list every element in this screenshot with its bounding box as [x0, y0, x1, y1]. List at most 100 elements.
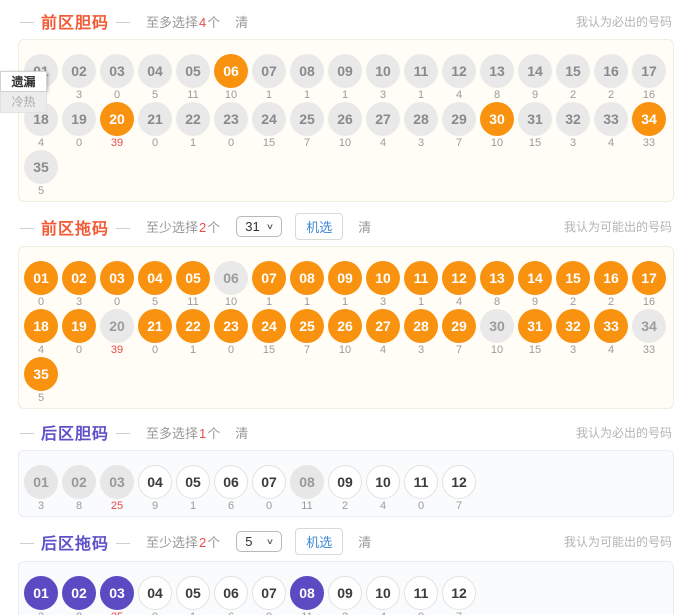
lottery-ball[interactable]: 34 33	[630, 102, 668, 149]
lottery-ball[interactable]: 02 8	[60, 465, 98, 512]
lottery-ball[interactable]: 29 7	[440, 102, 478, 149]
clear-button[interactable]: 清	[358, 220, 372, 235]
lottery-ball[interactable]: 03 0	[98, 261, 136, 308]
lottery-ball[interactable]: 20 39	[98, 102, 136, 149]
lottery-ball[interactable]: 33 4	[592, 102, 630, 149]
lottery-ball[interactable]: 27 4	[364, 309, 402, 356]
lottery-ball[interactable]: 01 3	[22, 576, 60, 615]
lottery-ball[interactable]: 05 1	[174, 576, 212, 615]
lottery-ball[interactable]: 02 3	[60, 54, 98, 101]
lottery-ball[interactable]: 22 1	[174, 309, 212, 356]
lottery-ball[interactable]: 14 9	[516, 261, 554, 308]
lottery-ball[interactable]: 09 2	[326, 465, 364, 512]
lottery-ball[interactable]: 32 3	[554, 309, 592, 356]
lottery-ball[interactable]: 02 8	[60, 576, 98, 615]
lottery-ball[interactable]: 02 3	[60, 261, 98, 308]
lottery-ball[interactable]: 19 0	[60, 309, 98, 356]
lottery-ball[interactable]: 22 1	[174, 102, 212, 149]
lottery-ball[interactable]: 24 15	[250, 309, 288, 356]
lottery-ball[interactable]: 30 10	[478, 102, 516, 149]
lottery-ball[interactable]: 34 33	[630, 309, 668, 356]
lottery-ball[interactable]: 05 1	[174, 465, 212, 512]
lottery-ball[interactable]: 10 3	[364, 261, 402, 308]
lottery-ball[interactable]: 07 0	[250, 465, 288, 512]
lottery-ball[interactable]: 04 5	[136, 261, 174, 308]
lottery-ball[interactable]: 28 3	[402, 102, 440, 149]
lottery-ball[interactable]: 03 25	[98, 465, 136, 512]
lottery-ball[interactable]: 35 5	[22, 357, 60, 404]
lottery-ball[interactable]: 16 2	[592, 261, 630, 308]
lottery-ball[interactable]: 17 16	[630, 261, 668, 308]
count-dropdown[interactable]: 5 ∨	[236, 531, 283, 552]
lottery-ball[interactable]: 33 4	[592, 309, 630, 356]
lottery-ball[interactable]: 28 3	[402, 309, 440, 356]
random-pick-button[interactable]: 机选	[295, 213, 344, 240]
lottery-ball[interactable]: 13 8	[478, 261, 516, 308]
clear-button[interactable]: 清	[235, 14, 249, 30]
lottery-ball[interactable]: 06 6	[212, 465, 250, 512]
lottery-ball[interactable]: 21 0	[136, 309, 174, 356]
lottery-ball[interactable]: 12 4	[440, 54, 478, 101]
lottery-ball[interactable]: 31 15	[516, 102, 554, 149]
lottery-ball[interactable]: 27 4	[364, 102, 402, 149]
lottery-ball[interactable]: 25 7	[288, 309, 326, 356]
lottery-ball[interactable]: 07 1	[250, 261, 288, 308]
lottery-ball[interactable]: 06 6	[212, 576, 250, 615]
lottery-ball[interactable]: 21 0	[136, 102, 174, 149]
lottery-ball[interactable]: 23 0	[212, 309, 250, 356]
lottery-ball[interactable]: 10 4	[364, 576, 402, 615]
lottery-ball[interactable]: 20 39	[98, 309, 136, 356]
lottery-ball[interactable]: 01 0	[22, 261, 60, 308]
lottery-ball[interactable]: 04 5	[136, 54, 174, 101]
lottery-ball[interactable]: 08 1	[288, 261, 326, 308]
lottery-ball[interactable]: 26 10	[326, 309, 364, 356]
lottery-ball[interactable]: 13 8	[478, 54, 516, 101]
lottery-ball[interactable]: 30 10	[478, 309, 516, 356]
lottery-ball[interactable]: 35 5	[22, 150, 60, 197]
lottery-ball[interactable]: 08 11	[288, 465, 326, 512]
lottery-ball[interactable]: 12 4	[440, 261, 478, 308]
lottery-ball[interactable]: 11 0	[402, 465, 440, 512]
lottery-ball[interactable]: 15 2	[554, 54, 592, 101]
lottery-ball[interactable]: 11 1	[402, 54, 440, 101]
lottery-ball[interactable]: 15 2	[554, 261, 592, 308]
lottery-ball[interactable]: 04 9	[136, 576, 174, 615]
lottery-ball[interactable]: 08 1	[288, 54, 326, 101]
random-pick-button[interactable]: 机选	[295, 528, 344, 555]
clear-button[interactable]: 清	[235, 425, 249, 441]
lottery-ball[interactable]: 31 15	[516, 309, 554, 356]
lottery-ball[interactable]: 07 0	[250, 576, 288, 615]
lottery-ball[interactable]: 06 10	[212, 261, 250, 308]
lottery-ball[interactable]: 09 1	[326, 261, 364, 308]
lottery-ball[interactable]: 12 7	[440, 576, 478, 615]
lottery-ball[interactable]: 23 0	[212, 102, 250, 149]
lottery-ball[interactable]: 06 10	[212, 54, 250, 101]
lottery-ball[interactable]: 25 7	[288, 102, 326, 149]
lottery-ball[interactable]: 09 2	[326, 576, 364, 615]
lottery-ball[interactable]: 10 4	[364, 465, 402, 512]
lottery-ball[interactable]: 10 3	[364, 54, 402, 101]
view-mode-tab[interactable]: 遗漏	[0, 71, 47, 92]
lottery-ball[interactable]: 32 3	[554, 102, 592, 149]
lottery-ball[interactable]: 29 7	[440, 309, 478, 356]
lottery-ball[interactable]: 24 15	[250, 102, 288, 149]
lottery-ball[interactable]: 05 11	[174, 54, 212, 101]
count-dropdown[interactable]: 31 ∨	[236, 216, 283, 237]
lottery-ball[interactable]: 26 10	[326, 102, 364, 149]
clear-button[interactable]: 清	[358, 535, 372, 550]
view-mode-tab[interactable]: 冷热	[0, 92, 47, 113]
lottery-ball[interactable]: 16 2	[592, 54, 630, 101]
lottery-ball[interactable]: 09 1	[326, 54, 364, 101]
lottery-ball[interactable]: 11 1	[402, 261, 440, 308]
lottery-ball[interactable]: 14 9	[516, 54, 554, 101]
lottery-ball[interactable]: 08 11	[288, 576, 326, 615]
lottery-ball[interactable]: 01 3	[22, 465, 60, 512]
lottery-ball[interactable]: 04 9	[136, 465, 174, 512]
lottery-ball[interactable]: 03 25	[98, 576, 136, 615]
lottery-ball[interactable]: 05 11	[174, 261, 212, 308]
lottery-ball[interactable]: 07 1	[250, 54, 288, 101]
lottery-ball[interactable]: 18 4	[22, 309, 60, 356]
lottery-ball[interactable]: 12 7	[440, 465, 478, 512]
lottery-ball[interactable]: 19 0	[60, 102, 98, 149]
lottery-ball[interactable]: 11 0	[402, 576, 440, 615]
